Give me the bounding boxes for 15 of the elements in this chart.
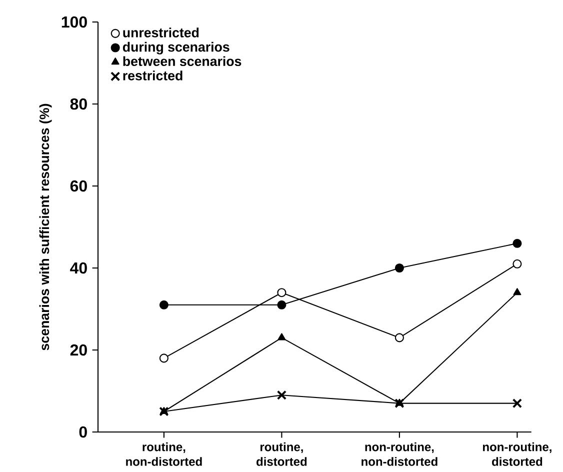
legend-label: during scenarios [122, 42, 230, 54]
y-tick-label: 20 [70, 344, 87, 356]
legend-label: restricted [123, 70, 182, 80]
legend-label: unrestricted [123, 28, 199, 38]
y-tick-label: 80 [70, 98, 87, 110]
y-tick-label: 40 [70, 262, 87, 274]
y-tick-label: 100 [62, 16, 87, 28]
x-tick-label: routine, non-distorted [126, 442, 202, 466]
legend-label: between scenarios [123, 56, 242, 66]
y-axis-title: scenarios with sufficient resources (%) [39, 104, 52, 350]
y-tick-label: 60 [70, 180, 87, 192]
x-tick-label: non-routine, non-distorted [362, 442, 438, 466]
x-tick-label: routine, distorted [256, 442, 307, 466]
x-tick-label: non-routine, distorted [483, 442, 552, 466]
y-tick-label: 0 [79, 426, 87, 438]
